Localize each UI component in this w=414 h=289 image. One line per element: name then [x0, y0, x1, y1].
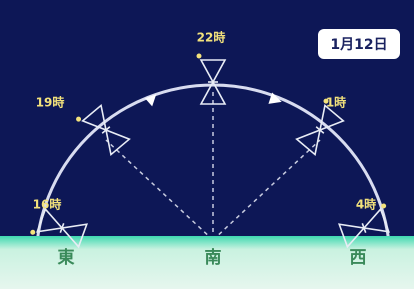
direction-label: 南 — [205, 247, 222, 268]
direction-label: 東 — [58, 247, 75, 268]
date-label: 1月12日 — [330, 37, 387, 53]
time-label: 19時 — [36, 95, 65, 110]
direction-label: 西 — [350, 248, 367, 268]
time-label: 22時 — [197, 30, 226, 45]
star — [197, 54, 202, 59]
time-label: 4時 — [356, 197, 376, 212]
page: 1月12日 16時 19時 22時 1時 4時 東 南 西 (() => { c… — [0, 0, 414, 289]
time-label: 16時 — [33, 197, 62, 212]
time-label: 1時 — [326, 95, 346, 110]
orion-diagram: 1月12日 16時 19時 22時 1時 4時 東 南 西 — [0, 0, 414, 289]
